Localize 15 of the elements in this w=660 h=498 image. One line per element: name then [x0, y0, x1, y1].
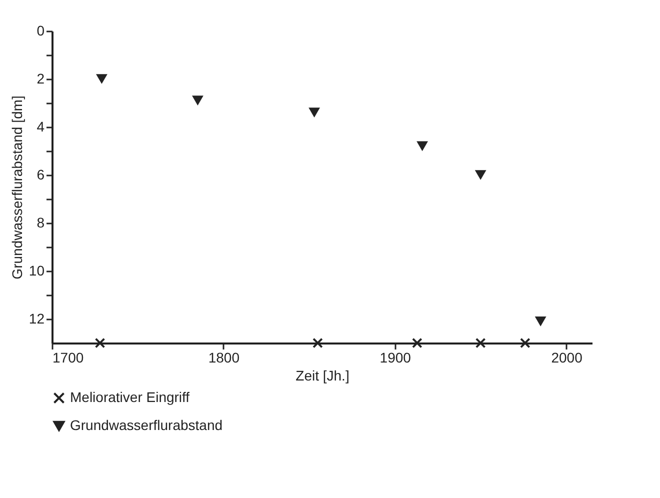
x-tick-label: 1900	[380, 350, 412, 366]
x-axis-title: Zeit [Jh.]	[296, 368, 350, 384]
y-tick-label: 2	[36, 70, 45, 86]
legend-label: Meliorativer Eingriff	[70, 389, 190, 405]
y-tick-label: 12	[28, 310, 45, 326]
x-tick-label: 1800	[208, 350, 240, 366]
y-tick-label: 8	[36, 214, 45, 230]
x-tick-label: 1700	[52, 350, 84, 366]
x-tick-label: 2000	[551, 350, 583, 366]
legend-label: Grundwasserflurabstand	[70, 417, 223, 433]
y-axis-title: Grundwasserflurabstand [dm]	[8, 96, 25, 280]
y-tick-label: 10	[28, 262, 45, 278]
y-tick-label: 0	[36, 22, 45, 38]
y-tick-label: 6	[36, 166, 45, 182]
y-tick-label: 4	[36, 118, 45, 134]
